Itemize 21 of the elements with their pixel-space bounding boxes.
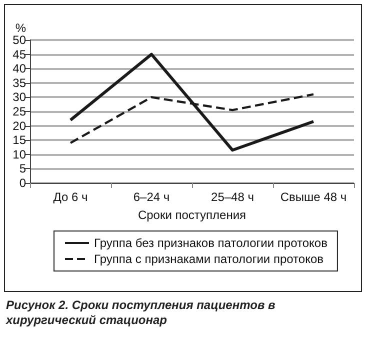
x-tick-label: До 6 ч [53, 190, 88, 204]
y-tick-label: 0 [19, 176, 26, 190]
y-tick-label: 45 [12, 47, 26, 62]
y-tick-label: 15 [12, 133, 26, 148]
y-tick-label: 25 [12, 104, 26, 118]
x-tick-label: 6–24 ч [133, 190, 170, 204]
legend-label: Группа с признаками патологии протоков [94, 252, 324, 266]
x-tick-label: 25–48 ч [211, 190, 254, 204]
y-tick-label: 50 [12, 33, 26, 47]
text: Рисунок 2. Сроки поступления пациентов в хирургический стационар [6, 298, 276, 328]
line-series [69, 52, 315, 152]
y-tick-label: 10 [12, 147, 26, 162]
y-tick-label: 20 [12, 118, 26, 133]
y-tick-label: 35 [12, 76, 26, 90]
y-tick-label: 30 [12, 90, 26, 104]
y-axis-title: % [15, 21, 26, 35]
y-tick-label: 40 [12, 62, 26, 76]
y-tick-label: 5 [19, 162, 26, 176]
legend-label: Группа без признаков патологии протоков [94, 236, 328, 250]
x-axis-title: Сроки поступления [138, 208, 246, 222]
x-tick-label: Свыше 48 ч [280, 190, 347, 204]
